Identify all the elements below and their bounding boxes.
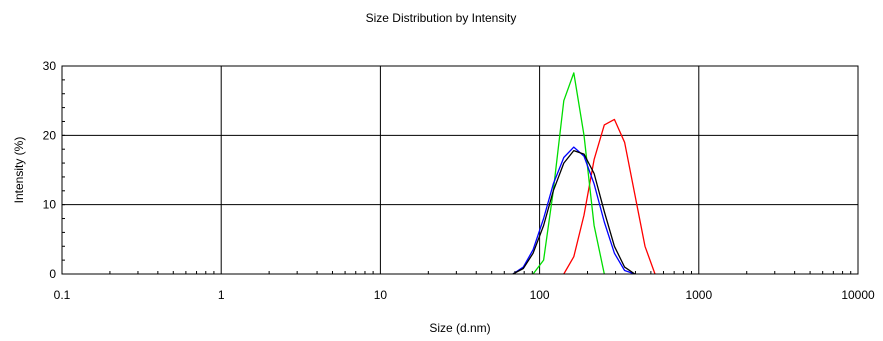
y-tick-label: 10	[43, 198, 57, 212]
plot-frame	[61, 65, 859, 275]
y-tick-label: 20	[43, 128, 57, 142]
grid-lines	[61, 65, 859, 275]
series-line	[512, 149, 636, 275]
data-series	[512, 72, 656, 275]
x-tick-label: 10000	[841, 288, 875, 302]
x-tick-label: 100	[530, 288, 550, 302]
y-tick-label: 0	[49, 267, 56, 281]
y-tick-label: 30	[43, 59, 57, 73]
x-tick-label: 1000	[685, 288, 712, 302]
chart-title: Size Distribution by Intensity	[366, 11, 517, 25]
x-tick-label: 10	[374, 288, 388, 302]
x-axis-label: Size (d.nm)	[429, 321, 490, 335]
y-axis-label: Intensity (%)	[12, 137, 26, 204]
series-line	[512, 146, 636, 275]
x-tick-label: 0.1	[54, 288, 71, 302]
series-line	[563, 118, 656, 275]
minor-ticks	[62, 79, 852, 274]
series-line	[532, 72, 605, 275]
x-tick-labels: 0.1 1 10 100 1000 10000	[54, 288, 875, 302]
x-tick-label: 1	[218, 288, 225, 302]
y-tick-labels: 0 10 20 30	[43, 59, 57, 281]
